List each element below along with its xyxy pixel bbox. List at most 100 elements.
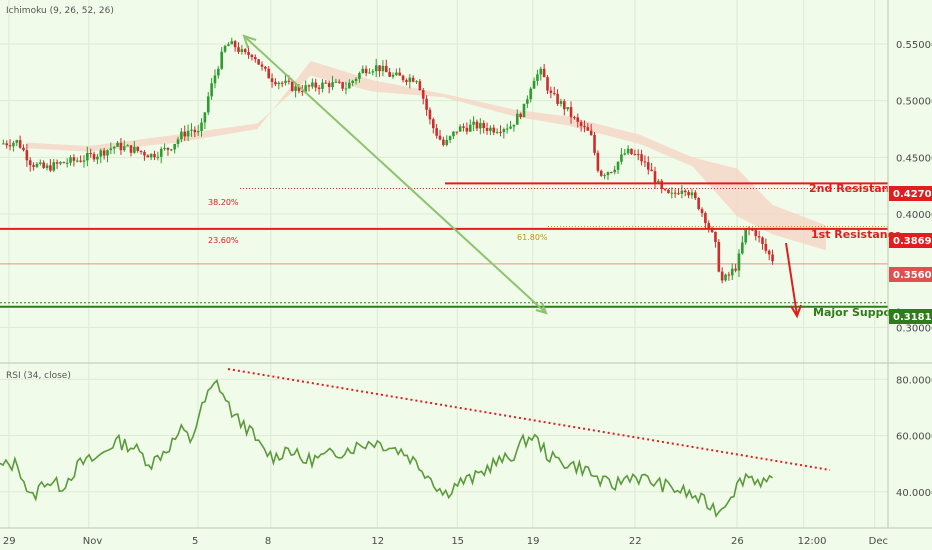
candle-body [411,77,415,82]
candle-body [129,145,133,153]
candle-body [583,126,586,128]
candle-body [327,83,331,88]
candle-body [337,81,341,83]
projection-arrow [785,242,798,316]
x-axis-tick: Nov [83,536,103,547]
candle-body [616,161,620,170]
candle-body [368,72,371,74]
candle-body [237,47,240,52]
candle-body [59,162,62,164]
candle-body [133,146,136,153]
candle-body [170,149,173,151]
candle-body [341,82,344,89]
projection-arrow-head [790,304,802,319]
candle-body [401,75,405,81]
price-tag-support: 0.31815 [889,309,932,324]
candle-body [573,117,576,119]
candle-body [106,150,109,156]
candle-body [630,148,633,155]
candle-body [351,80,354,83]
candle-body [317,87,321,89]
candle-body [384,65,388,73]
candle-body [613,169,616,173]
candle-body [243,49,247,53]
candle-body [398,72,402,76]
candle-body [75,160,79,162]
candle-body [405,80,408,83]
candle-body [683,190,687,193]
candle-body [700,209,704,214]
candle-body [96,156,99,160]
candle-body [448,136,452,140]
candle-body [388,72,391,77]
candle-body [556,93,559,104]
candle-body [771,254,774,262]
candle-body [119,142,123,151]
x-axis-tick: 8 [265,536,271,547]
candle-body [156,156,160,158]
candle-body [210,83,213,97]
candle-body [519,113,522,118]
candle-body [552,92,556,94]
candle-body [136,146,140,151]
candle-body [354,78,358,81]
candle-body [472,121,475,125]
candle-body [32,165,35,167]
candle-body [566,107,569,110]
candle-body [754,230,758,237]
candle-body [539,68,543,75]
candle-body [62,162,66,164]
candle-body [39,162,42,164]
candle-body [704,213,707,224]
candle-body [361,68,365,74]
candle-body [149,153,153,158]
candle-body [166,147,170,150]
candle-body [737,253,741,271]
major-support-label: Major Support [813,306,902,319]
second-resistance-label: 2nd Resistance [809,182,903,195]
candle-body [260,64,264,67]
candle-body [247,52,250,55]
candle-body [485,128,489,131]
candle-body [324,82,328,84]
candle-body [79,160,82,162]
candle-body [146,155,150,158]
candle-body [55,162,59,164]
candle-body [707,223,711,229]
candle-body [270,78,274,82]
candle-body [425,98,428,110]
candle-body [358,73,361,79]
rsi-panel: RSI (34, close) [0,368,831,518]
candle-body [445,139,449,145]
candle-body [374,65,378,72]
candle-body [720,271,724,281]
candle-body [479,122,482,129]
candle-body [586,127,590,131]
candle-body [526,99,529,104]
candle-body [223,45,227,52]
candle-body [455,131,459,133]
candle-body [99,150,103,157]
candle-body [250,54,254,58]
fib-23-label: 23.60% [208,236,239,245]
x-axis-tick: 29 [3,536,16,547]
candle-body [230,41,234,45]
rsi-series-line [0,378,774,518]
candle-body [65,162,69,164]
price-indicator-label: Ichimoku (9, 26, 52, 26) [6,6,114,16]
candle-body [89,152,92,154]
candle-body [86,152,89,161]
candle-body [297,86,301,92]
x-axis-tick: Dec [869,536,888,547]
candle-body [193,129,197,133]
rsi-indicator-label: RSI (34, close) [6,371,71,381]
candle-body [415,81,418,83]
candle-body [49,165,52,171]
candle-body [139,150,143,153]
candle-body [505,128,509,130]
candle-body [603,175,606,177]
candle-body [274,81,277,85]
